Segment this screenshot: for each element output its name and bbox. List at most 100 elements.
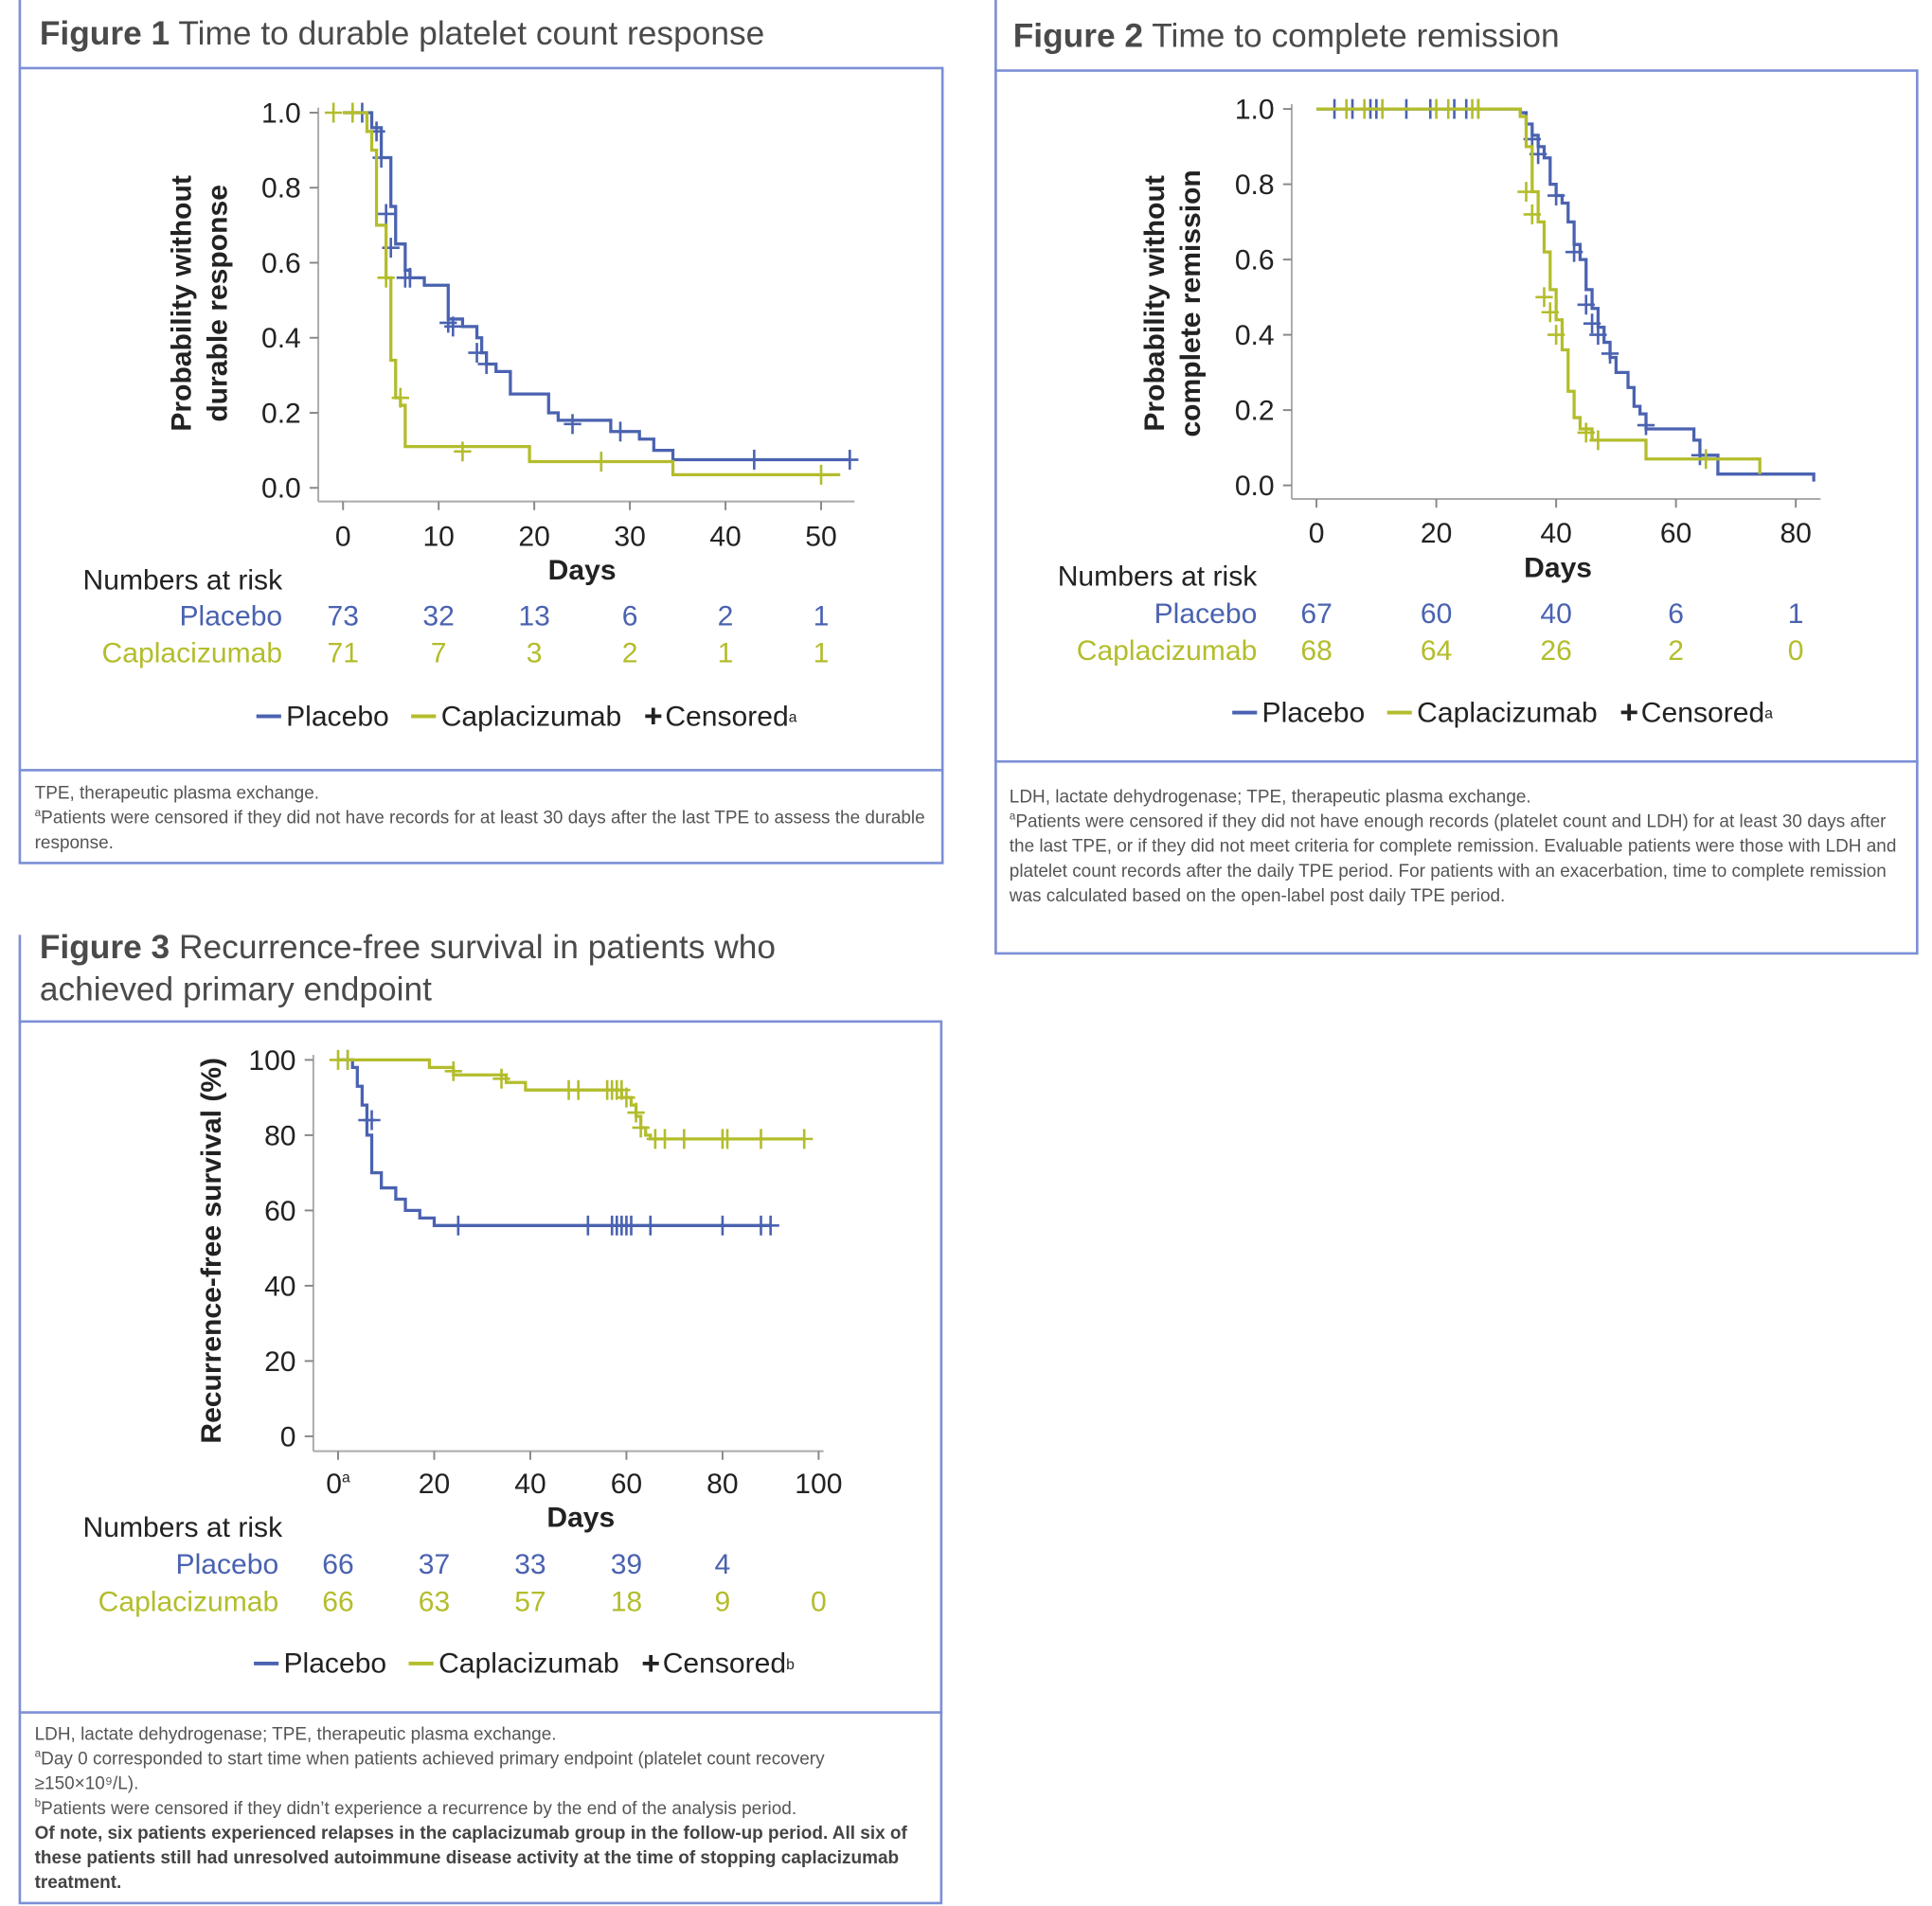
caplacizumab-censor-mark [752,1129,770,1149]
legend-item-censored: + Censored a [1619,693,1773,732]
legend-item-caplacizumab: Caplacizumab [411,700,621,733]
x-tick-label: 20 [1421,518,1452,549]
footnote: bPatients were censored if they didn’t e… [35,1796,933,1821]
y-tick-label: 0.8 [1235,169,1275,201]
figure2-footnotes: LDH, lactate dehydrogenase; TPE, therape… [1010,785,1907,909]
legend-label-caplacizumab: Caplacizumab [438,1647,619,1680]
y-axis-label: Recurrence-free survival (%) [196,1058,227,1444]
caplacizumab-curve [343,111,841,477]
figure1-legend: Placebo Caplacizumab + Censored a [256,697,814,736]
caplacizumab-censor-mark [1589,430,1607,451]
risk-count-placebo: 37 [418,1547,451,1580]
figure2-label: Figure 2 [1012,17,1144,55]
legend-label-caplacizumab: Caplacizumab [1417,695,1598,728]
x-tick-label: 20 [518,522,549,553]
risk-count-caplacizumab: 0 [1787,633,1804,667]
footnote: LDH, lactate dehydrogenase; TPE, therape… [1010,785,1907,810]
footnote-marker: a [1764,704,1773,721]
legend-swatch-caplacizumab [411,714,437,719]
placebo-censor-mark [1577,294,1595,315]
caplacizumab-censor-mark [1355,98,1373,119]
risk-count-caplacizumab: 26 [1540,633,1572,667]
caplacizumab-censor-mark [391,387,409,408]
placebo-curve [338,1058,771,1227]
risk-count-placebo: 1 [813,598,830,632]
placebo-censor-mark [745,450,763,470]
caplacizumab-censor-mark [1440,98,1458,119]
y-tick-label: 20 [264,1346,295,1378]
placebo-censor-mark [1601,344,1619,364]
figure1-frame-edge [18,0,22,70]
y-tick-label: 0.2 [261,398,301,429]
footnote-marker: a [788,707,797,725]
x-tick-label: 20 [419,1469,450,1500]
figure1-plot: 0.0 0.2 0.4 0.6 0.8 1.0 0 10 20 30 40 50 Days Probabi… [166,98,859,586]
x-tick-label: 60 [1660,518,1691,549]
figure2-title-text: Time to complete remission [1152,17,1560,55]
risk-count-placebo: 73 [327,598,359,632]
risk-count-placebo: 4 [714,1547,731,1580]
figure1-footnotes: TPE, therapeutic plasma exchange. aPatien… [35,781,927,855]
legend-label-censored: Censored [665,699,789,732]
placebo-censor-mark [1637,415,1655,436]
caplacizumab-censor-mark [454,441,472,462]
risk-count-caplacizumab: 2 [621,636,638,669]
risk-count-placebo: 39 [610,1547,643,1580]
caplacizumab-censor-mark [592,452,610,472]
figure1-title-text: Time to durable platelet count response [178,14,765,52]
risk-count-caplacizumab: 71 [327,636,359,669]
caplacizumab-censor-mark [718,1129,737,1149]
risk-count-placebo: 6 [621,598,638,632]
figure2-legend: Placebo Caplacizumab + Censored a [1232,693,1790,732]
risk-row-label-caplacizumab: Caplacizumab [101,636,283,669]
figure1-divider [18,769,944,772]
risk-count-caplacizumab: 66 [322,1584,354,1617]
caplacizumab-censor-mark [675,1129,693,1149]
y-tick-label: 0.4 [1235,320,1275,351]
figure2-frame-edge [994,0,997,72]
legend-label-censored: Censored [662,1647,787,1680]
y-tick-label: 40 [264,1271,295,1302]
placebo-censor-mark [622,1215,640,1236]
caplacizumab-censor-mark [812,464,831,485]
caplacizumab-censor-mark [1547,325,1565,346]
footnote-marker: b [786,1654,795,1673]
risk-count-caplacizumab: 63 [418,1584,451,1617]
legend-item-placebo: Placebo [1232,696,1365,729]
footnote-text: LDH, lactate dehydrogenase; TPE, therape… [1009,787,1531,808]
x-axis-label: Days [546,1502,615,1533]
footnote: aPatients were censored if they did not … [35,806,927,855]
y-axis-label: Probability without complete remission [1139,169,1207,436]
numbers-at-risk-label: Numbers at risk [1057,560,1258,593]
y-tick-label: 0.2 [1235,396,1275,427]
placebo-censor-mark [611,421,630,442]
risk-row-label-caplacizumab: Caplacizumab [1076,633,1258,667]
x-tick-label: 0 [335,522,351,553]
caplacizumab-censor-mark [1541,302,1559,323]
y-tick-label: 0.6 [1235,245,1275,276]
placebo-censor-mark [579,1215,597,1236]
y-tick-label: 1.0 [261,98,301,129]
footnote-text: LDH, lactate dehydrogenase; TPE, therape… [34,1724,557,1745]
figure1-frame [18,66,944,864]
risk-count-placebo: 2 [717,598,734,632]
placebo-censor-mark [377,204,395,224]
caplacizumab-censor-mark [655,1129,674,1149]
x-tick-label: 80 [707,1469,738,1500]
footnote-text: TPE, therapeutic plasma exchange. [34,783,320,804]
placebo-censor-mark [1565,241,1583,262]
legend-item-censored: + Censored a [644,697,797,736]
figure2-divider [994,759,1919,763]
placebo-censor-mark [1583,313,1601,334]
placebo-censor-mark [761,1215,779,1236]
caplacizumab-censor-mark [617,1087,635,1108]
caplacizumab-censor-mark [1373,98,1391,119]
y-tick-label: 0.8 [261,173,301,205]
placebo-censor-mark [401,267,420,288]
figure1-label: Figure 1 [39,14,170,52]
placebo-censor-mark [564,414,581,435]
legend-label-placebo: Placebo [1261,695,1366,728]
caplacizumab-censor-mark [1577,422,1595,443]
